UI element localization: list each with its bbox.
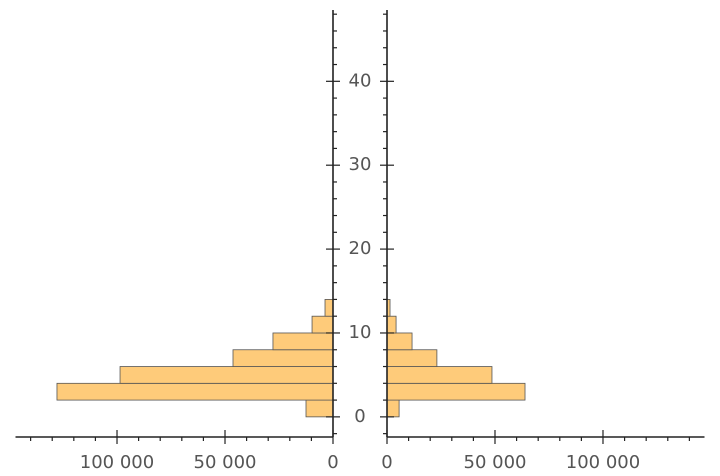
x-tick-label: 100 000 bbox=[566, 452, 640, 473]
bar bbox=[119, 366, 334, 384]
y-tick-label: 30 bbox=[349, 154, 372, 175]
bar bbox=[305, 399, 334, 418]
bar bbox=[386, 399, 400, 418]
y-tick-label: 40 bbox=[349, 70, 372, 91]
bar bbox=[386, 366, 493, 384]
bar bbox=[386, 315, 397, 334]
x-tick-label: 0 bbox=[327, 452, 338, 473]
bar bbox=[232, 349, 334, 367]
x-tick-label: 50 000 bbox=[464, 452, 527, 473]
bar bbox=[324, 299, 334, 317]
bar bbox=[386, 382, 526, 401]
x-tick-label: 0 bbox=[381, 452, 392, 473]
bar bbox=[56, 382, 334, 401]
bar bbox=[311, 315, 334, 334]
bar bbox=[386, 349, 438, 367]
bar bbox=[386, 332, 413, 351]
y-tick-label: 0 bbox=[354, 406, 365, 427]
y-tick-label: 10 bbox=[349, 322, 372, 343]
x-tick-label: 100 000 bbox=[80, 452, 154, 473]
x-tick-label: 50 000 bbox=[194, 452, 257, 473]
y-tick-label: 20 bbox=[349, 238, 372, 259]
bar bbox=[272, 332, 334, 351]
